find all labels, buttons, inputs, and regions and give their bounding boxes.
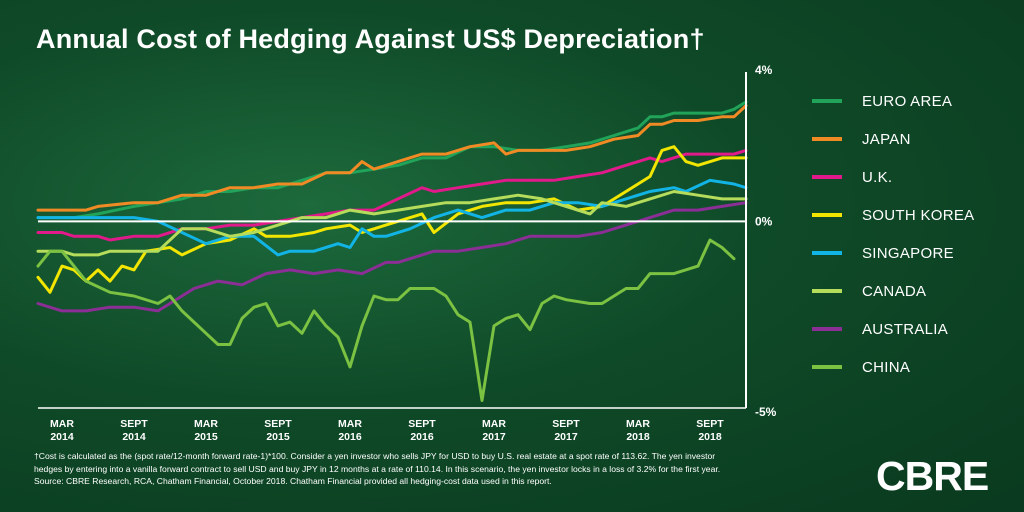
legend-item: AUSTRALIA: [812, 310, 1012, 348]
chart-title: Annual Cost of Hedging Against US$ Depre…: [36, 24, 705, 54]
plot-series: [36, 100, 748, 402]
legend-swatch: [812, 99, 842, 103]
footnote-line-1: †Cost is calculated as the (spot rate/12…: [34, 451, 716, 461]
legend-item: SOUTH KOREA: [812, 196, 1012, 234]
series-line-7: [36, 238, 736, 402]
legend-label: EURO AREA: [862, 92, 953, 110]
x-tick-label: SEPT 2016: [408, 418, 436, 443]
y-tick-label: 0%: [755, 214, 773, 228]
x-tick-label: MAR 2014: [50, 418, 74, 443]
legend-label: SOUTH KOREA: [862, 206, 975, 224]
legend-label: AUSTRALIA: [862, 320, 949, 338]
footnote-line-2: hedges by entering into a vanilla forwar…: [34, 463, 721, 474]
x-tick-label: MAR 2017: [482, 418, 506, 443]
legend-swatch: [812, 365, 842, 369]
series-line-5: [36, 190, 748, 257]
legend-item: CHINA: [812, 348, 1012, 386]
legend-item: JAPAN: [812, 120, 1012, 158]
cbre-logo: CBRE: [876, 453, 989, 499]
series-line-1: [36, 104, 748, 212]
x-tick-label: SEPT 2017: [552, 418, 580, 443]
footnote-source: Source: CBRE Research, RCA, Chatham Fina…: [34, 476, 552, 486]
y-tick-label: 4%: [755, 63, 773, 77]
y-tick-labels: 4% 0% -5%: [755, 63, 777, 419]
legend-swatch: [812, 327, 842, 331]
legend-label: CANADA: [862, 282, 927, 300]
legend-label: U.K.: [862, 168, 893, 186]
legend-swatch: [812, 289, 842, 293]
x-tick-label: SEPT 2018: [696, 418, 724, 443]
x-tick-label: MAR 2016: [338, 418, 362, 443]
x-tick-label: MAR 2015: [194, 418, 218, 443]
footnote: †Cost is calculated as the (spot rate/12…: [34, 450, 834, 488]
legend-swatch: [812, 213, 842, 217]
series-line-0: [36, 100, 748, 220]
legend-item: SINGAPORE: [812, 234, 1012, 272]
series-line-4: [36, 178, 748, 257]
legend-label: JAPAN: [862, 130, 911, 148]
series-line-2: [36, 148, 748, 242]
legend-swatch: [812, 251, 842, 255]
x-tick-label: MAR 2018: [626, 418, 650, 443]
legend-label: CHINA: [862, 358, 911, 376]
x-tick-label: SEPT 2014: [120, 418, 148, 443]
legend-swatch: [812, 175, 842, 179]
series-line-3: [36, 145, 748, 294]
legend-item: U.K.: [812, 158, 1012, 196]
legend: EURO AREA JAPAN U.K. SOUTH KOREA SINGAPORE CA…: [812, 82, 1012, 386]
legend-swatch: [812, 137, 842, 141]
legend-item: CANADA: [812, 272, 1012, 310]
legend-label: SINGAPORE: [862, 244, 954, 262]
x-tick-labels: MAR 2014 SEPT 2014 MAR 2015 SEPT 2015 MAR 2016 SEP…: [50, 418, 724, 443]
series-line-6: [36, 201, 748, 313]
x-tick-label: SEPT 2015: [264, 418, 292, 443]
y-tick-label: -5%: [755, 405, 777, 419]
axes: [38, 72, 747, 409]
legend-item: EURO AREA: [812, 82, 1012, 120]
